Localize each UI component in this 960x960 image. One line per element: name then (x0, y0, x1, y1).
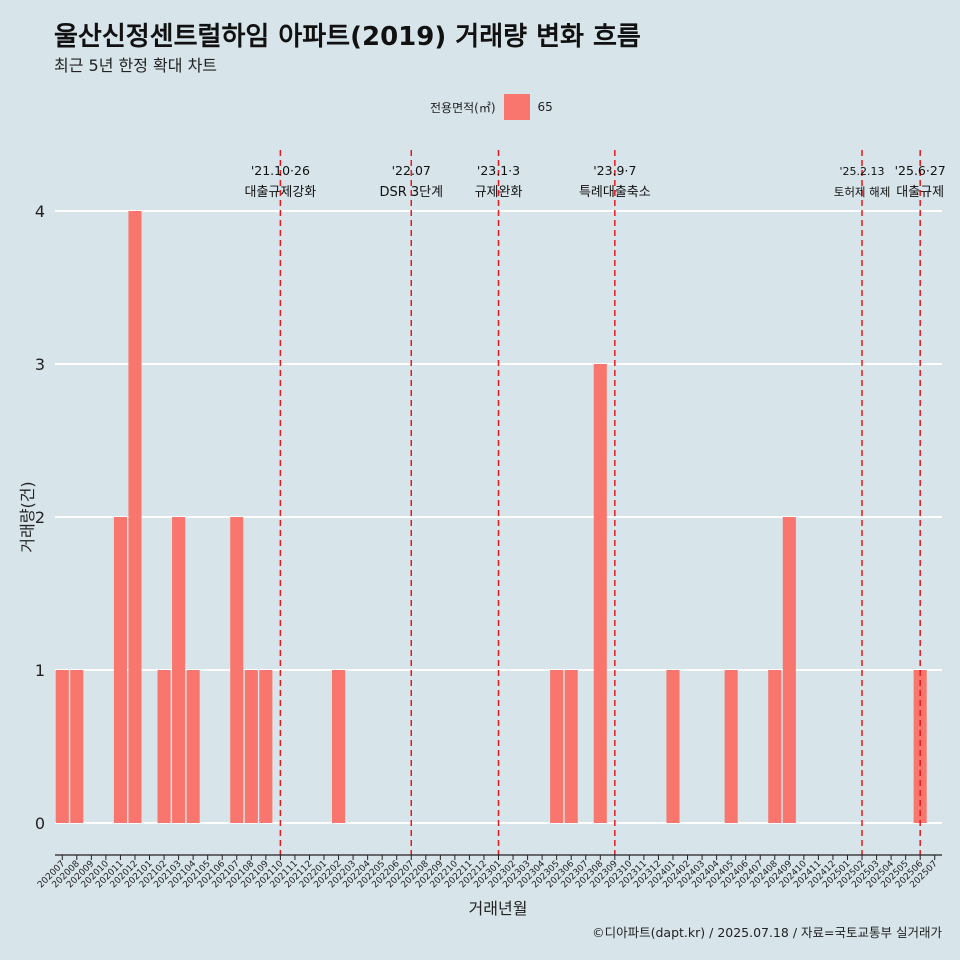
event-label: 규제완화 (475, 185, 523, 200)
bar (782, 517, 796, 823)
event-date: '23.1·3 (477, 163, 520, 178)
bar (259, 670, 273, 823)
event-label: 특례대출축소 (579, 185, 651, 200)
x-axis: 2020072020082020092020102020112020122021… (36, 854, 942, 890)
y-axis-label: 거래량(건) (18, 481, 37, 552)
x-axis-label: 거래년월 (469, 899, 528, 918)
legend-label: 65 (537, 100, 553, 114)
bar (564, 670, 578, 823)
bar (113, 517, 127, 823)
source-caption: ©디아파트(dapt.kr) / 2025.07.18 / 자료=국토교통부 실… (592, 925, 942, 940)
bar (913, 670, 927, 823)
legend: 전용면적(㎡) 65 (430, 94, 553, 120)
y-tick-label: 3 (35, 355, 45, 374)
bar (332, 670, 346, 823)
event-label: 대출규제강화 (245, 185, 317, 200)
bar (244, 670, 258, 823)
chart-title: 울산신정센트럴하임 아파트(2019) 거래량 변화 흐름 (54, 22, 641, 52)
legend-title: 전용면적(㎡) (430, 100, 496, 115)
event-label: 토허제 해제 (834, 185, 891, 199)
bar (128, 211, 142, 823)
event-lines (279, 150, 921, 855)
bar (186, 670, 200, 823)
event-date: '23.9·7 (593, 163, 636, 178)
bar (593, 364, 607, 823)
bar (70, 670, 84, 823)
chart-subtitle: 최근 5년 한정 확대 차트 (54, 56, 218, 75)
legend-swatch (503, 94, 530, 120)
event-date: '21.10·26 (251, 163, 310, 178)
bar (230, 517, 244, 823)
bar (550, 670, 564, 823)
y-tick-label: 1 (35, 661, 45, 680)
event-label: 대출규제 (896, 185, 944, 200)
y-tick-label: 0 (35, 814, 45, 833)
y-tick-label: 2 (35, 508, 45, 527)
y-tick-label: 4 (35, 202, 45, 221)
y-axis: 0 1 2 3 4 (35, 202, 45, 833)
event-annotations: '21.10·26 대출규제강화 '22.07 DSR 3단계 '23.1·3 규제완화 '… (245, 163, 946, 200)
bar (55, 670, 69, 823)
bar (768, 670, 782, 823)
bars (55, 211, 927, 823)
bar (666, 670, 680, 823)
event-date: '25.6·27 (895, 163, 946, 178)
bar (172, 517, 186, 823)
event-label: DSR 3단계 (379, 185, 443, 200)
bar (724, 670, 738, 823)
event-date: '22.07 (392, 163, 431, 178)
event-date: '25.2.13 (840, 165, 885, 178)
bar (157, 670, 171, 823)
